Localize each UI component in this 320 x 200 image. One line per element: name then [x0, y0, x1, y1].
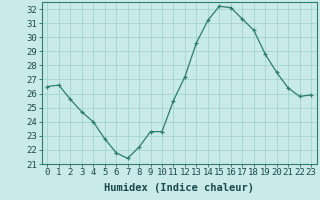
X-axis label: Humidex (Indice chaleur): Humidex (Indice chaleur) — [104, 183, 254, 193]
